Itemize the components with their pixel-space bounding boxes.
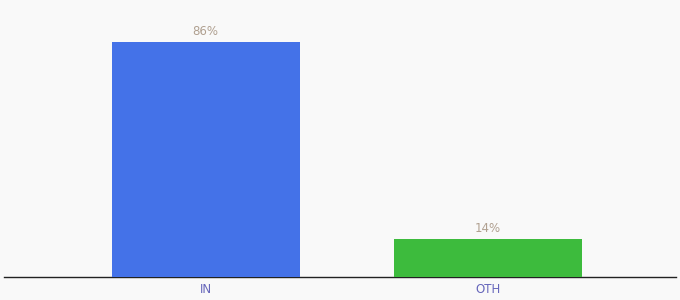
- Text: 14%: 14%: [475, 222, 501, 235]
- Bar: [394, 239, 582, 277]
- Bar: [112, 42, 300, 277]
- Text: 86%: 86%: [192, 25, 219, 38]
